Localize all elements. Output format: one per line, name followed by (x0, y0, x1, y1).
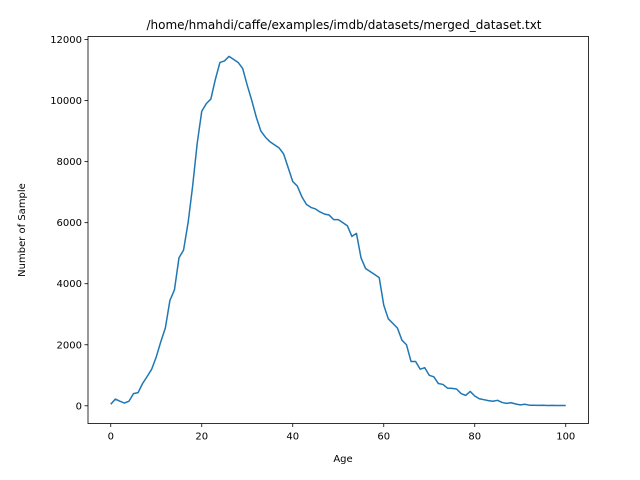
chart-title: /home/hmahdi/caffe/examples/imdb/dataset… (146, 18, 541, 32)
y-tick-label: 10000 (50, 96, 82, 107)
y-tick-label: 6000 (57, 218, 82, 229)
y-tick-label: 12000 (50, 35, 82, 46)
y-axis-ticks: 0 2000 4000 6000 8000 10000 12000 (50, 35, 88, 412)
x-tick-label: 20 (195, 432, 208, 443)
y-axis-label: Number of Sample (17, 183, 28, 277)
plot-frame (87, 36, 589, 424)
y-tick-label: 0 (76, 401, 82, 412)
x-tick-label: 60 (377, 432, 390, 443)
x-tick-label: 80 (468, 432, 481, 443)
y-tick-label: 2000 (57, 340, 82, 351)
x-axis-ticks: 0 20 40 60 80 100 (108, 423, 575, 443)
x-tick-label: 0 (108, 432, 114, 443)
series-line (110, 55, 566, 407)
y-tick-label: 4000 (57, 279, 82, 290)
x-tick-label: 100 (556, 432, 575, 443)
x-axis-label: Age (333, 454, 352, 465)
x-tick-label: 40 (286, 432, 299, 443)
y-tick-label: 8000 (57, 157, 82, 168)
